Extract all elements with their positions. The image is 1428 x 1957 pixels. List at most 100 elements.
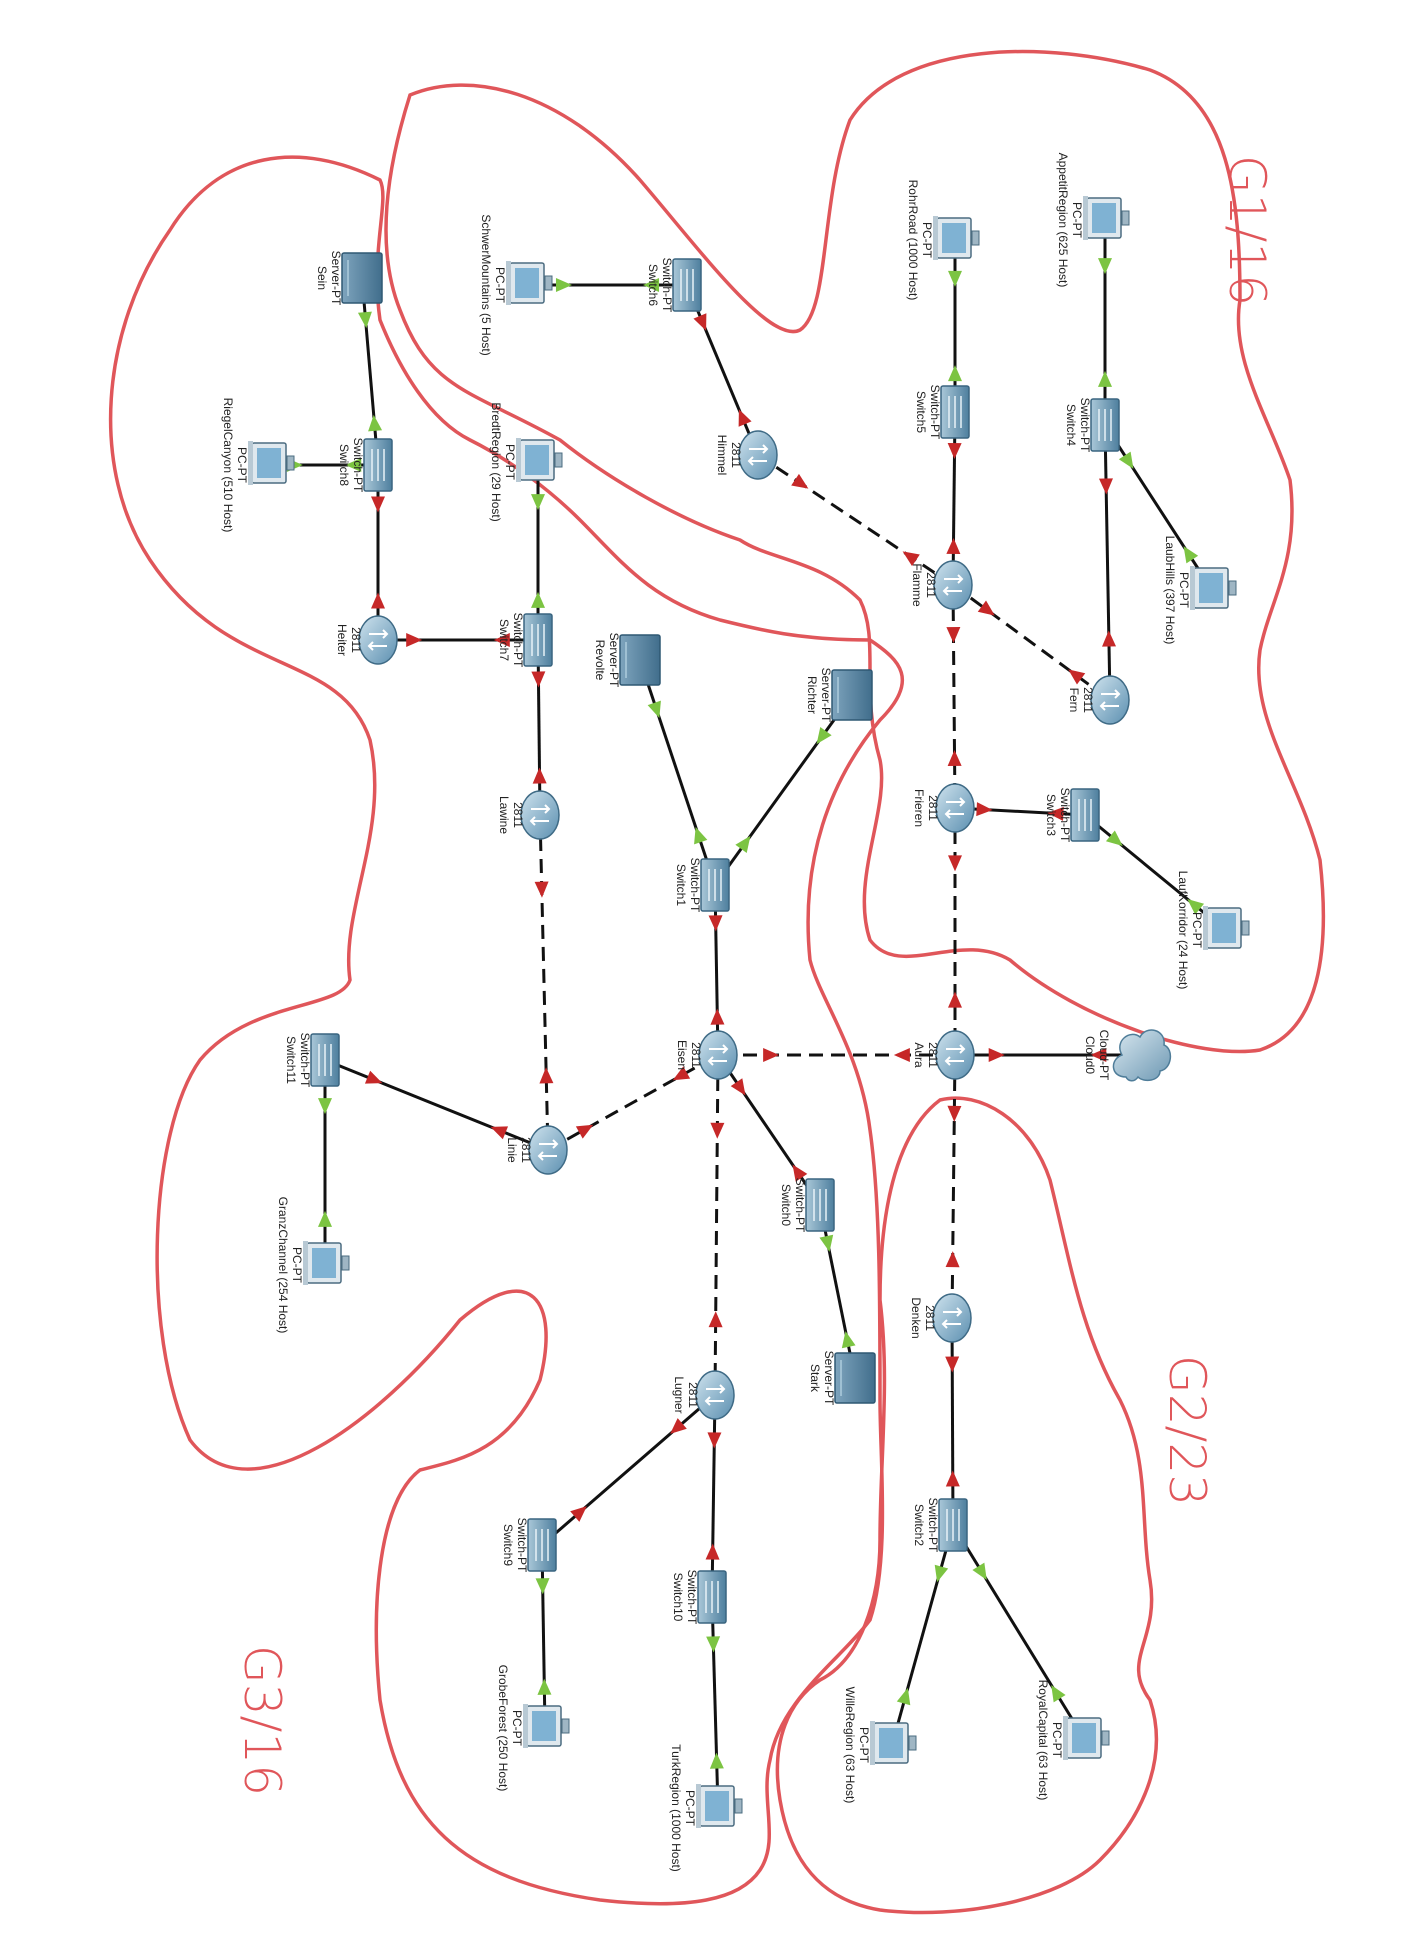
link-eisen-switch0 bbox=[716, 1054, 822, 1206]
pc-icon bbox=[933, 216, 980, 260]
device-name-label: Lugner bbox=[672, 1376, 686, 1413]
link-up-indicator bbox=[345, 458, 362, 472]
device-name-label: Eisen bbox=[675, 1040, 689, 1070]
link-himmel-flamme bbox=[757, 453, 954, 587]
link-down-indicator bbox=[893, 1048, 910, 1062]
device-type-label: Server-PT bbox=[819, 668, 833, 723]
link-up-indicator bbox=[972, 1562, 987, 1580]
device-name-label: Lawine bbox=[497, 796, 511, 834]
pc-icon bbox=[1083, 196, 1130, 240]
link-up-indicator bbox=[1183, 546, 1199, 564]
device-type-label: PC-PT bbox=[683, 1790, 697, 1827]
device-name-label: LaubHills (397 Host) bbox=[1163, 536, 1177, 645]
link-down-indicator bbox=[693, 313, 707, 331]
region-left-outline bbox=[108, 155, 904, 1906]
link-switch11-granz_pc bbox=[318, 1060, 332, 1265]
device-name-label: Cloud0 bbox=[1083, 1036, 1097, 1074]
link-down-indicator bbox=[1047, 806, 1064, 821]
link-switch5-flamme bbox=[946, 411, 962, 586]
link-cloud0-aura bbox=[955, 1048, 1140, 1062]
link-down-indicator bbox=[364, 1070, 383, 1084]
link-aura-eisen bbox=[718, 1048, 955, 1062]
link-up-indicator bbox=[1098, 370, 1112, 387]
device-type-label: 2811 bbox=[729, 442, 743, 468]
router-icon bbox=[698, 1030, 738, 1080]
link-up-indicator bbox=[735, 835, 751, 853]
link-frieren-switch3 bbox=[954, 802, 1086, 821]
device-name-label: GranzChannel (254 Host) bbox=[276, 1197, 290, 1334]
server-icon bbox=[834, 1352, 876, 1404]
switch-icon bbox=[697, 1570, 727, 1624]
device-name-label: Stark bbox=[808, 1364, 822, 1393]
device-name-label: TurkRegion (1000 Host) bbox=[669, 1744, 683, 1872]
device-name-label: Flamme bbox=[910, 563, 924, 607]
link-down-indicator bbox=[947, 1105, 962, 1122]
device-type-label: PC-PT bbox=[503, 444, 517, 481]
link-down-indicator bbox=[946, 537, 961, 555]
device-name-label: Linie bbox=[505, 1137, 519, 1163]
link-down-indicator bbox=[493, 633, 510, 647]
pc-icon bbox=[303, 1241, 350, 1285]
server-icon bbox=[341, 252, 383, 304]
link-down-indicator bbox=[730, 1078, 746, 1096]
link-down-indicator bbox=[976, 802, 993, 817]
link-down-indicator bbox=[977, 600, 995, 616]
device-name-label: Switch7 bbox=[497, 619, 511, 661]
link-revolte_srv-switch1 bbox=[638, 659, 717, 886]
device-name-label: Switch5 bbox=[914, 391, 928, 433]
cloud-icon bbox=[1112, 1029, 1172, 1082]
link-down-indicator bbox=[672, 1066, 691, 1081]
router-icon bbox=[932, 1293, 972, 1343]
switch-icon bbox=[1090, 398, 1120, 452]
link-down-indicator bbox=[371, 592, 385, 609]
link-up-indicator bbox=[709, 1752, 724, 1769]
link-down-indicator bbox=[531, 671, 546, 688]
link-down-indicator bbox=[710, 1122, 725, 1139]
link-down-indicator bbox=[947, 749, 962, 767]
switch-icon bbox=[672, 258, 702, 312]
device-name-label: WilleRegion (63 Host) bbox=[843, 1687, 857, 1804]
link-switch7-lawine bbox=[531, 639, 547, 816]
link-down-indicator bbox=[710, 1008, 725, 1025]
